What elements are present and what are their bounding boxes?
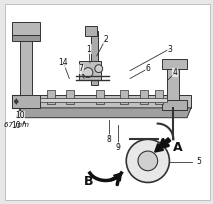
Bar — [140, 90, 148, 104]
Text: 10: 10 — [15, 111, 25, 120]
Text: 67 mm: 67 mm — [4, 122, 29, 128]
Text: B: B — [84, 175, 94, 188]
Text: 5: 5 — [196, 157, 201, 166]
FancyArrow shape — [155, 138, 171, 152]
Polygon shape — [20, 95, 191, 108]
Polygon shape — [162, 100, 187, 110]
Text: 1: 1 — [86, 44, 91, 53]
Circle shape — [95, 65, 103, 73]
Text: 2: 2 — [103, 35, 108, 44]
Bar — [120, 90, 128, 104]
Text: 14: 14 — [59, 58, 68, 67]
Bar — [91, 31, 98, 85]
Bar — [96, 90, 104, 104]
Bar — [85, 27, 97, 36]
Text: 9: 9 — [116, 143, 121, 152]
Text: 8: 8 — [106, 135, 111, 144]
Text: A: A — [173, 141, 182, 154]
Polygon shape — [162, 59, 187, 69]
Text: 3: 3 — [167, 44, 172, 53]
Bar — [40, 98, 167, 102]
Bar — [155, 90, 163, 104]
FancyBboxPatch shape — [4, 4, 210, 200]
Text: 4: 4 — [173, 68, 178, 77]
FancyArrow shape — [114, 173, 121, 181]
Bar — [79, 61, 101, 80]
Polygon shape — [167, 66, 179, 100]
Circle shape — [126, 139, 169, 182]
Text: 10: 10 — [12, 121, 21, 130]
Circle shape — [138, 151, 158, 171]
Polygon shape — [12, 95, 40, 108]
Text: 7: 7 — [79, 64, 83, 73]
Polygon shape — [12, 22, 40, 35]
Circle shape — [83, 68, 93, 78]
Text: 6: 6 — [145, 64, 150, 73]
Bar — [47, 90, 55, 104]
Polygon shape — [16, 108, 191, 118]
Polygon shape — [20, 22, 32, 100]
Polygon shape — [12, 35, 40, 41]
Bar — [66, 90, 74, 104]
